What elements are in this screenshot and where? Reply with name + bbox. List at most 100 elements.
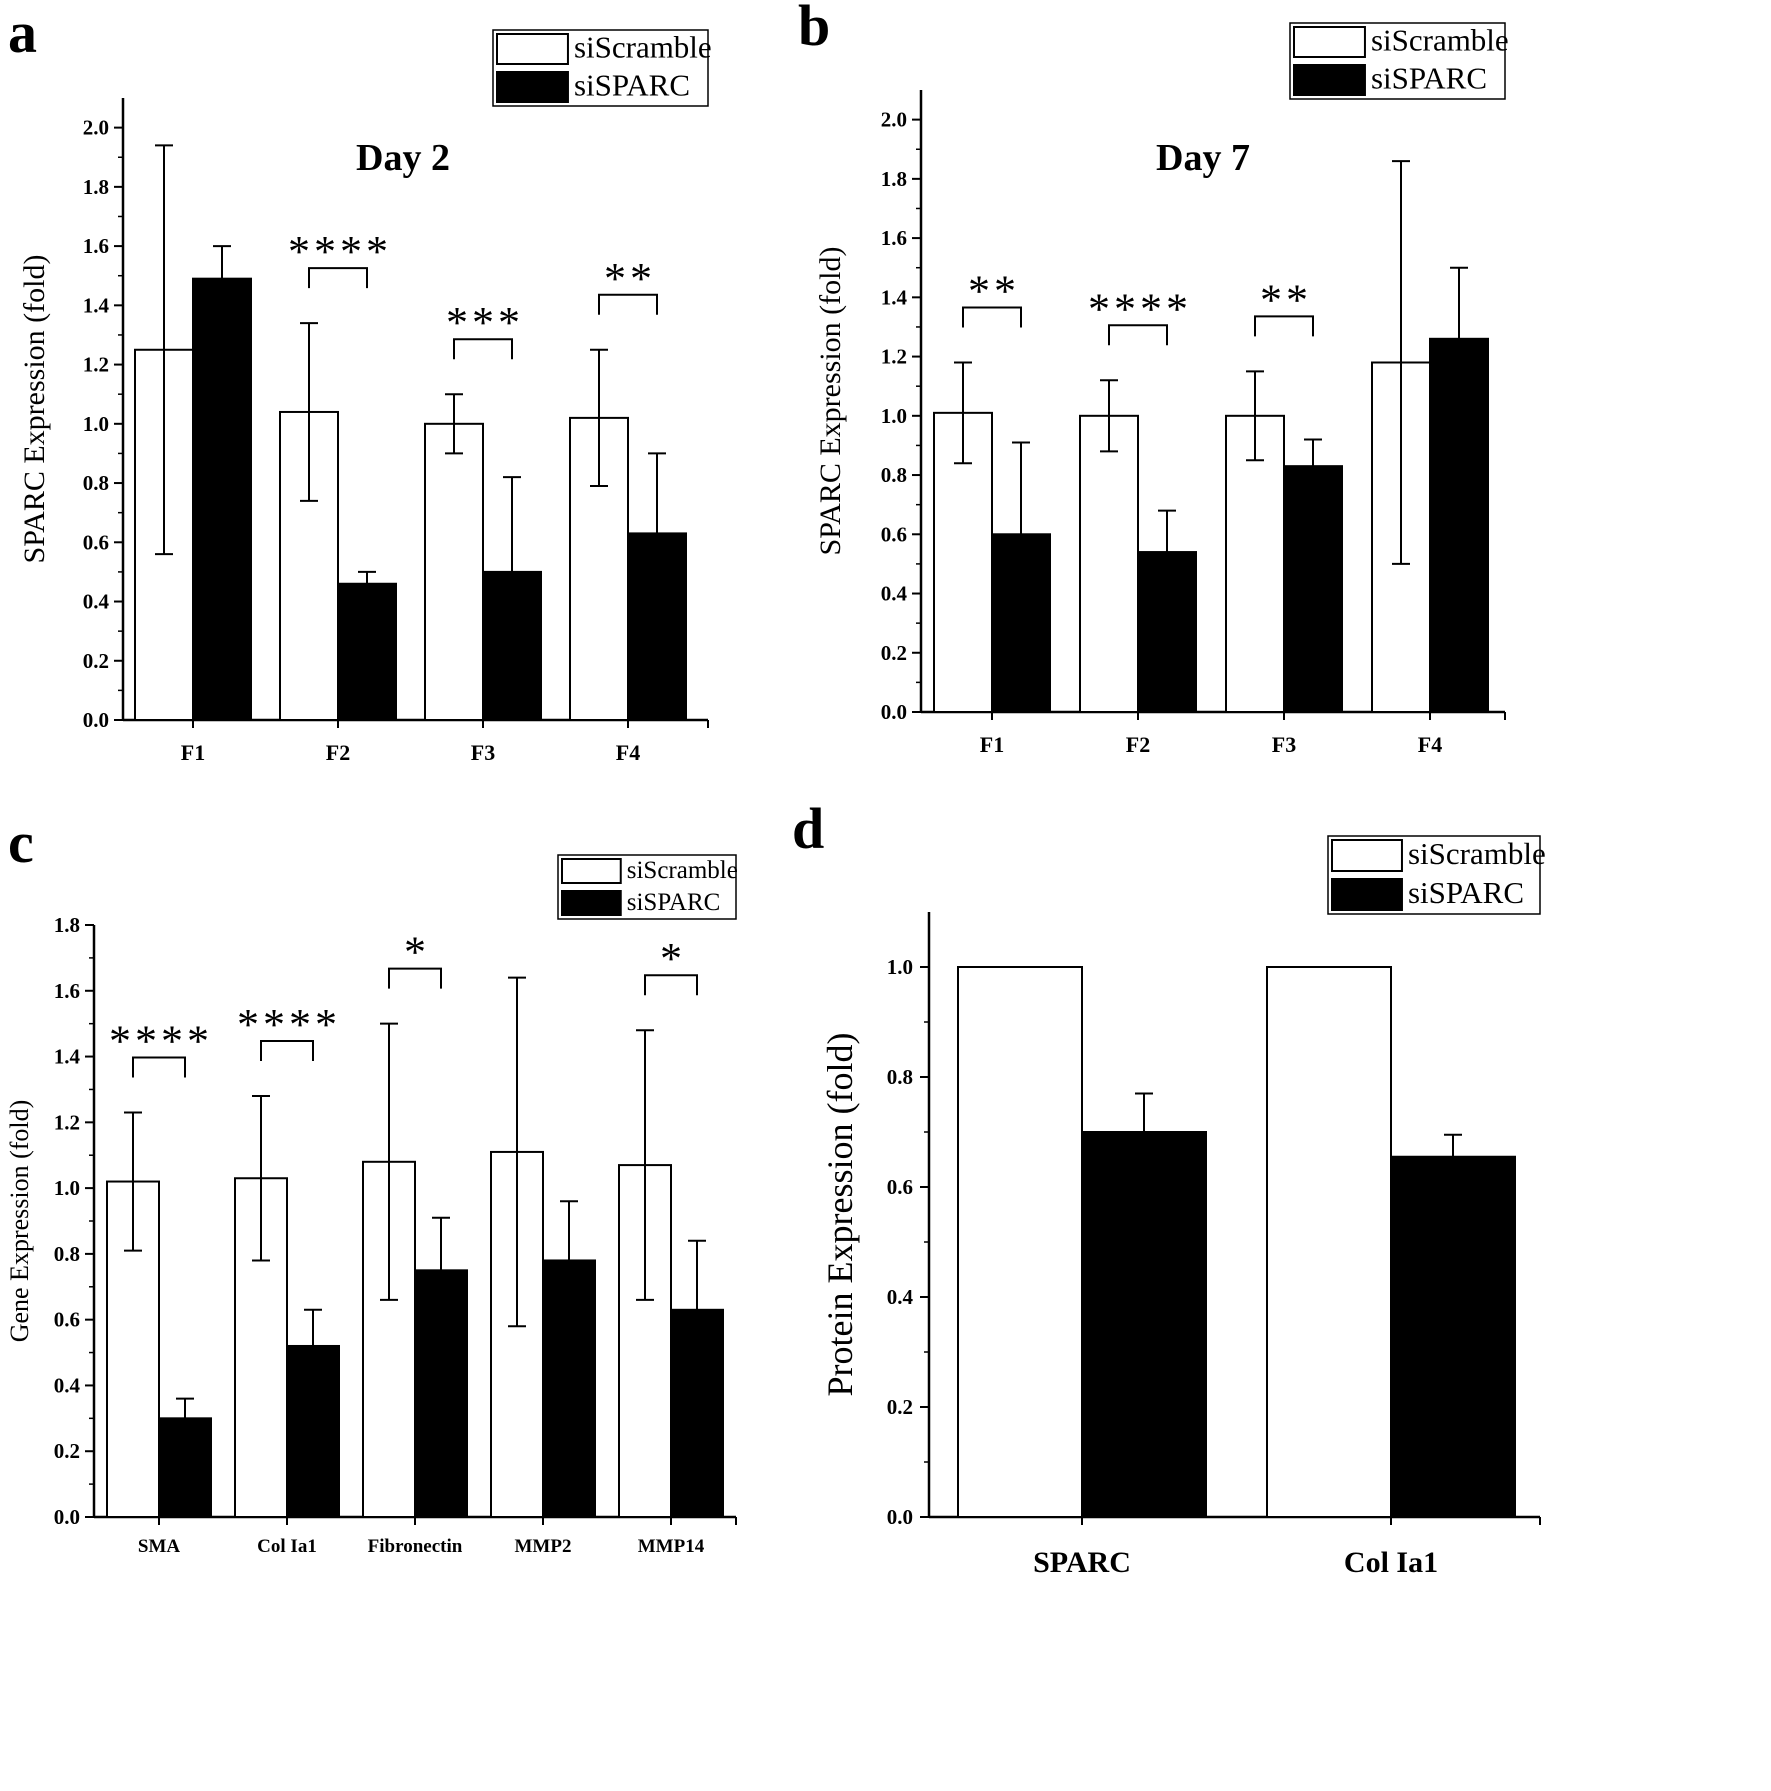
y-tick-label: 0.0 xyxy=(83,708,109,732)
error-bar xyxy=(1392,160,1410,565)
error-bar xyxy=(954,361,972,465)
y-axis-label: SPARC Expression (fold) xyxy=(814,247,847,556)
panel-a: a 0.0 0.2 0.4 0.6 0.8 1.0 1.2 1.4 1.6 1.8 2.0 SPARC … xyxy=(8,0,712,765)
significance-stars: ** xyxy=(604,254,656,303)
significance-bracket xyxy=(598,293,658,315)
significance-bracket xyxy=(132,1056,186,1078)
y-tick-label: 1.2 xyxy=(881,345,907,369)
significance-stars: * xyxy=(660,934,686,983)
significance-bracket xyxy=(1108,324,1168,346)
y-tick-label: 0.4 xyxy=(83,590,110,614)
error-bar xyxy=(1450,266,1468,339)
error-bar xyxy=(1246,370,1264,462)
panel-letter-c: c xyxy=(8,810,34,875)
x-tick-label: SPARC xyxy=(1033,1546,1131,1579)
x-tick-label: MMP2 xyxy=(515,1536,572,1557)
x-tick-label: Col Ia1 xyxy=(1344,1546,1438,1579)
significance-stars: **** xyxy=(1088,284,1192,333)
y-tick-label: 1.4 xyxy=(83,293,110,317)
bar-sisparc-0 xyxy=(1081,1131,1207,1518)
error-bar xyxy=(1012,441,1030,535)
error-bar xyxy=(252,1095,270,1262)
significance-stars: *** xyxy=(446,298,524,347)
legend-swatch-sparc xyxy=(1331,878,1403,911)
error-bar xyxy=(636,1029,654,1301)
y-tick-label: 2.0 xyxy=(881,108,907,132)
error-bar xyxy=(432,1216,450,1271)
chart-title: Day 2 xyxy=(356,137,450,179)
bar-siscramble-1 xyxy=(1079,414,1139,713)
error-bar xyxy=(648,452,666,534)
y-tick-label: 1.2 xyxy=(83,353,109,377)
error-bar xyxy=(1304,438,1322,467)
x-tick-label: Fibronectin xyxy=(368,1536,463,1557)
x-tick-label: F1 xyxy=(181,740,205,765)
y-tick-label: 1.8 xyxy=(83,175,109,199)
y-tick-label: 1.8 xyxy=(881,167,907,191)
x-tick-label: F3 xyxy=(1272,732,1296,757)
y-tick-label: 0.8 xyxy=(887,1065,913,1089)
y-tick-label: 1.4 xyxy=(881,285,908,309)
legend-swatch-sparc xyxy=(496,71,569,103)
legend-swatch-scramble xyxy=(1331,839,1403,872)
significance-stars: ** xyxy=(968,266,1020,315)
error-bar xyxy=(300,322,318,502)
significance-bracket xyxy=(308,267,368,289)
significance-bracket xyxy=(1254,315,1314,337)
bar-siscramble-0 xyxy=(957,966,1083,1518)
error-bar xyxy=(1100,379,1118,453)
significance-bracket xyxy=(388,967,442,989)
y-tick-label: 1.0 xyxy=(83,412,109,436)
legend-swatch-scramble xyxy=(496,33,569,65)
error-bar xyxy=(1444,1133,1462,1157)
chart-title: Day 7 xyxy=(1156,137,1250,179)
error-bar xyxy=(508,976,526,1328)
x-tick-label: F4 xyxy=(1418,732,1442,757)
y-tick-label: 2.0 xyxy=(83,116,109,140)
y-tick-label: 1.0 xyxy=(887,955,913,979)
error-bar xyxy=(503,476,521,572)
y-tick-label: 0.0 xyxy=(881,700,907,724)
error-bar xyxy=(1135,1092,1153,1132)
error-bar xyxy=(560,1200,578,1261)
significance-stars: **** xyxy=(109,1016,213,1065)
error-bar xyxy=(304,1308,322,1346)
panel-letter-b: b xyxy=(798,0,830,58)
y-tick-label: 0.2 xyxy=(54,1439,80,1463)
y-tick-label: 1.2 xyxy=(54,1110,80,1134)
x-tick-label: MMP14 xyxy=(638,1536,705,1557)
bar-siscramble-2 xyxy=(424,422,484,721)
y-tick-label: 0.6 xyxy=(83,530,109,554)
error-bar xyxy=(688,1239,706,1310)
significance-bracket xyxy=(260,1040,314,1062)
error-bar xyxy=(445,393,463,455)
legend-swatch-scramble xyxy=(1293,26,1366,58)
y-tick-label: 0.2 xyxy=(83,649,109,673)
legend-label-scramble: siScramble xyxy=(627,857,738,884)
significance-bracket xyxy=(453,338,513,360)
legend-swatch-scramble xyxy=(561,858,622,884)
y-tick-label: 0.0 xyxy=(54,1505,80,1529)
y-tick-label: 0.6 xyxy=(881,522,907,546)
y-tick-label: 0.8 xyxy=(83,471,109,495)
bar-sisparc-1 xyxy=(337,582,397,721)
panel-letter-a: a xyxy=(8,0,37,65)
legend-label-scramble: siScramble xyxy=(1408,836,1546,871)
bar-sisparc-1 xyxy=(1390,1155,1516,1518)
legend-label-sparc: siSPARC xyxy=(1371,60,1487,95)
error-bar xyxy=(213,245,231,279)
bar-sisparc-4 xyxy=(670,1308,724,1519)
y-tick-label: 1.6 xyxy=(881,226,907,250)
bar-sisparc-1 xyxy=(1137,551,1197,713)
bar-sisparc-0 xyxy=(158,1417,212,1519)
error-bar xyxy=(358,570,376,584)
bar-sisparc-3 xyxy=(1429,337,1489,713)
y-tick-label: 1.0 xyxy=(54,1176,80,1200)
panel-c: c 0.0 0.2 0.4 0.6 0.8 1.0 1.2 1.4 1.6 1.8 Gene Expr… xyxy=(5,810,738,1557)
error-bar xyxy=(590,348,608,488)
panel-letter-d: d xyxy=(792,796,824,861)
x-tick-label: F2 xyxy=(1126,732,1150,757)
